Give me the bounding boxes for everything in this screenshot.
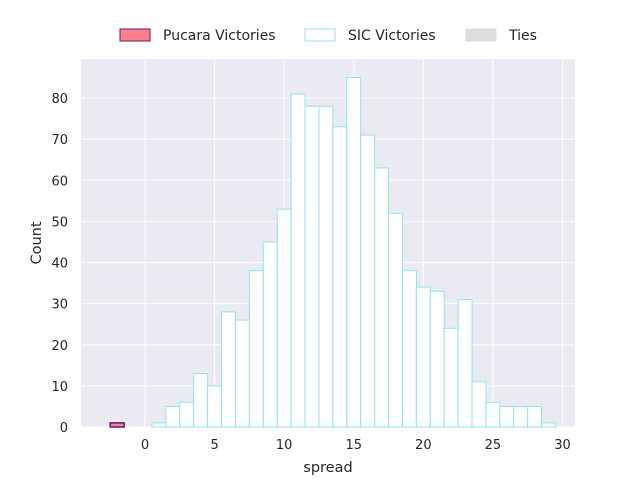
y-tick-label: 20 [51, 339, 68, 354]
legend-label: Ties [508, 28, 537, 44]
x-tick-label: 5 [210, 438, 218, 453]
histogram-bar [193, 373, 209, 428]
y-tick-label: 60 [51, 174, 68, 189]
histogram-bar [234, 319, 250, 428]
y-tick-label: 30 [51, 298, 68, 313]
histogram-bar [360, 134, 376, 428]
legend-swatch [119, 28, 151, 42]
histogram-bar [332, 126, 348, 428]
y-tick-label: 0 [60, 421, 68, 436]
histogram-bar [304, 105, 320, 428]
histogram-bar [165, 405, 181, 428]
histogram-bar [415, 286, 431, 428]
histogram-bar [109, 422, 125, 428]
histogram-bar [401, 270, 417, 428]
y-tick-label: 50 [51, 215, 68, 230]
histogram-bar [457, 299, 473, 428]
histogram-bar [151, 422, 167, 428]
y-tick-label: 80 [51, 92, 68, 107]
histogram-bar [346, 77, 362, 428]
histogram-bar [221, 311, 236, 428]
y-axis-label: Count [29, 221, 45, 264]
histogram-bar [499, 405, 515, 428]
y-tick-label: 70 [51, 133, 68, 148]
histogram-bar [471, 381, 487, 428]
bars [109, 77, 557, 428]
y-tick-label: 40 [51, 257, 68, 272]
legend: Pucara Victories SIC Victories Ties [119, 28, 537, 44]
legend-entry: Ties [465, 28, 537, 44]
histogram-bar [207, 385, 223, 428]
legend-swatch [304, 28, 336, 42]
y-tick-label: 10 [51, 380, 68, 395]
legend-entry: SIC Victories [304, 28, 436, 44]
x-tick-labels: 0 5 10 15 20 25 30 [141, 438, 571, 453]
histogram-bar [248, 270, 264, 428]
histogram-bar [527, 405, 543, 428]
histogram-bar [262, 241, 278, 428]
legend-entry: Pucara Victories [119, 28, 276, 44]
y-tick-labels: 0 10 20 30 40 50 60 70 80 [51, 92, 68, 436]
x-tick-label: 15 [345, 438, 362, 453]
legend-label: Pucara Victories [163, 28, 276, 44]
x-tick-label: 10 [276, 438, 293, 453]
histogram-bar [429, 290, 445, 428]
legend-swatch [465, 28, 497, 42]
histogram-bar [513, 405, 529, 428]
x-tick-label: 30 [554, 438, 571, 453]
histogram-bar [374, 167, 390, 428]
histogram-bar [179, 401, 195, 428]
x-tick-label: 0 [141, 438, 149, 453]
histogram-bar [541, 422, 557, 428]
histogram-bar [485, 401, 501, 428]
histogram-bar [290, 93, 306, 428]
legend-label: SIC Victories [348, 28, 436, 44]
histogram-bar [276, 208, 292, 428]
histogram-bar [443, 327, 459, 428]
x-tick-label: 20 [415, 438, 432, 453]
histogram-bar [318, 105, 334, 428]
x-axis-label: spread [303, 460, 352, 476]
histogram-bar [388, 212, 403, 428]
x-tick-label: 25 [485, 438, 502, 453]
